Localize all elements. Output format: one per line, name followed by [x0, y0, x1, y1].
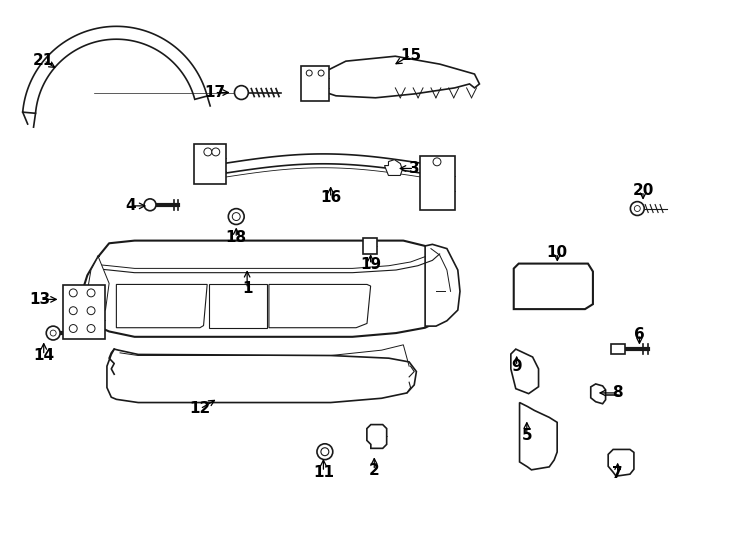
Circle shape: [87, 307, 95, 315]
Polygon shape: [514, 264, 593, 309]
Text: 21: 21: [33, 53, 54, 68]
Circle shape: [306, 70, 312, 76]
Text: 10: 10: [547, 245, 568, 260]
Text: 19: 19: [360, 257, 381, 272]
Circle shape: [69, 307, 77, 315]
Bar: [194, 144, 225, 184]
Circle shape: [87, 325, 95, 333]
Circle shape: [631, 201, 644, 215]
Polygon shape: [608, 449, 634, 476]
Polygon shape: [117, 285, 207, 328]
Text: 16: 16: [320, 191, 341, 205]
Polygon shape: [591, 384, 606, 404]
Text: 8: 8: [612, 386, 623, 401]
Text: 3: 3: [409, 161, 420, 176]
Polygon shape: [425, 244, 460, 326]
Circle shape: [87, 289, 95, 297]
Polygon shape: [367, 424, 387, 448]
Circle shape: [232, 213, 240, 220]
Polygon shape: [107, 349, 416, 402]
Circle shape: [634, 206, 640, 212]
Polygon shape: [520, 402, 557, 470]
Text: 18: 18: [225, 231, 247, 246]
Bar: [363, 238, 377, 254]
Text: 6: 6: [634, 327, 644, 342]
Polygon shape: [316, 56, 479, 98]
Circle shape: [50, 330, 56, 336]
Text: 14: 14: [33, 348, 54, 363]
Text: 17: 17: [204, 85, 225, 100]
Text: 12: 12: [189, 401, 211, 416]
Circle shape: [433, 158, 441, 166]
Text: 13: 13: [29, 292, 51, 307]
Polygon shape: [23, 26, 207, 113]
Polygon shape: [269, 285, 371, 328]
Text: 2: 2: [369, 463, 379, 478]
Circle shape: [317, 444, 333, 460]
Circle shape: [321, 448, 329, 456]
Text: 11: 11: [313, 464, 334, 480]
Text: 20: 20: [633, 184, 654, 198]
Circle shape: [228, 208, 244, 225]
Text: 15: 15: [400, 48, 421, 63]
Polygon shape: [208, 285, 267, 328]
Circle shape: [212, 148, 219, 156]
Polygon shape: [511, 349, 539, 394]
Text: 1: 1: [242, 281, 252, 296]
Circle shape: [234, 86, 248, 99]
Circle shape: [69, 289, 77, 297]
Circle shape: [46, 326, 60, 340]
Bar: [611, 344, 625, 354]
Circle shape: [69, 325, 77, 333]
Circle shape: [204, 148, 212, 156]
Polygon shape: [385, 160, 402, 176]
Circle shape: [318, 70, 324, 76]
Text: 4: 4: [126, 198, 137, 213]
Bar: [63, 285, 105, 340]
Text: 5: 5: [521, 428, 532, 443]
Polygon shape: [82, 241, 458, 337]
Polygon shape: [87, 256, 109, 310]
Bar: [301, 66, 329, 101]
Circle shape: [144, 199, 156, 211]
Text: 7: 7: [612, 465, 623, 481]
Bar: [420, 156, 455, 210]
Text: 9: 9: [512, 359, 522, 374]
